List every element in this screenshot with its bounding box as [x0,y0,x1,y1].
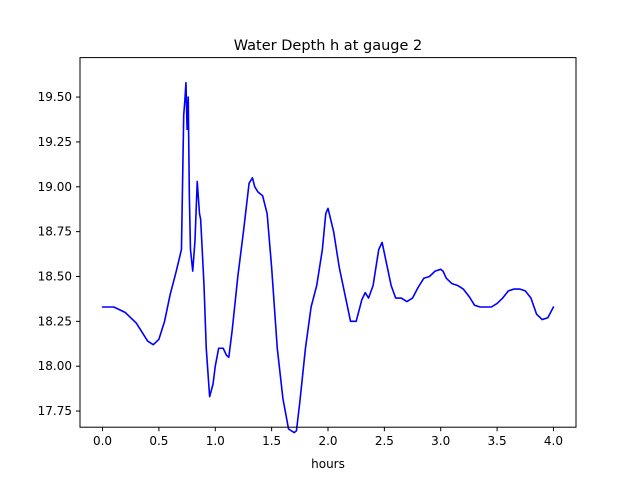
x-tick-label: 2.0 [318,434,337,448]
x-tick-label: 4.0 [544,434,563,448]
x-tick-label: 3.5 [488,434,507,448]
y-tick-label: 18.00 [38,359,72,373]
x-tick-label: 2.5 [375,434,394,448]
y-tick-label: 18.25 [38,314,72,328]
y-tick-label: 19.25 [38,135,72,149]
x-tick-label: 1.0 [206,434,225,448]
chart-title: Water Depth h at gauge 2 [234,38,422,54]
x-tick-label: 3.0 [431,434,450,448]
series-line-0 [101,81,555,434]
y-tick-label: 19.00 [38,180,72,194]
y-tick-label: 18.75 [38,225,72,239]
series-layer [101,81,555,434]
y-axis: 17.75 18.00 18.25 18.50 18.75 19.00 19.25 19.50 [38,90,80,418]
x-tick-label: 1.5 [262,434,281,448]
x-axis-label: hours [311,457,345,471]
y-tick-label: 19.50 [38,90,72,104]
x-tick-label: 0.0 [93,434,112,448]
y-tick-label: 18.50 [38,269,72,283]
y-tick-label: 17.75 [38,404,72,418]
x-tick-label: 0.5 [149,434,168,448]
plot-frame [79,57,577,428]
x-axis: 0.0 0.5 1.0 1.5 2.0 2.5 3.0 3.5 4.0 [93,427,563,448]
